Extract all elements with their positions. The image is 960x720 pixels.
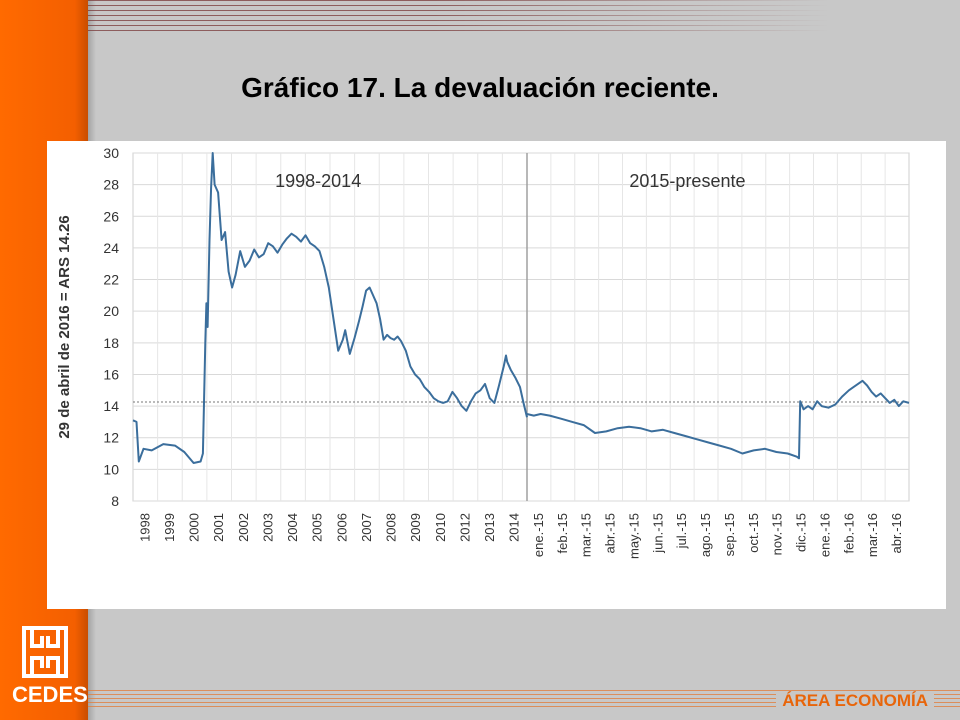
x-tick-label: 2012 bbox=[457, 513, 472, 542]
x-tick-label: 2001 bbox=[211, 513, 226, 542]
panel-label: 2015-presente bbox=[629, 171, 745, 191]
series-layer bbox=[132, 152, 910, 464]
y-tick-label: 16 bbox=[103, 366, 119, 382]
y-tick-label: 14 bbox=[103, 398, 119, 414]
y-tick-label: 8 bbox=[111, 493, 119, 509]
x-tick-label: ago.-15 bbox=[698, 513, 713, 557]
x-tick-label: feb.-15 bbox=[555, 513, 570, 553]
x-tick-label: 1998 bbox=[137, 513, 152, 542]
x-tick-label: may.-15 bbox=[626, 513, 641, 559]
panel-label: 1998-2014 bbox=[275, 171, 361, 191]
axis-layer: 8 10 12 14 16 18 20 22 24 26 28 30 29 de abril de 20… bbox=[56, 145, 904, 559]
x-tick-label: mar.-15 bbox=[579, 513, 594, 557]
x-tick-label: feb.-16 bbox=[841, 513, 856, 553]
series-line-2015-presente bbox=[526, 379, 910, 460]
x-tick-label: dic.-15 bbox=[794, 513, 809, 552]
x-tick-label: jun.-15 bbox=[650, 513, 665, 554]
x-tick-label: jul.-15 bbox=[674, 513, 689, 549]
x-tick-label: 2000 bbox=[187, 513, 202, 542]
top-decorative-lines bbox=[88, 0, 960, 34]
series-line-1998-2014 bbox=[132, 152, 528, 464]
x-tick-label: 2005 bbox=[310, 513, 325, 542]
x-tick-label: abr.-15 bbox=[603, 513, 618, 553]
x-tick-label: oct.-15 bbox=[746, 513, 761, 553]
y-tick-label: 22 bbox=[103, 272, 119, 288]
x-tick-label: abr.-16 bbox=[889, 513, 904, 553]
x-tick-label: ene.-16 bbox=[817, 513, 832, 557]
x-tick-label: 2002 bbox=[236, 513, 251, 542]
logo-text: CEDES bbox=[12, 682, 88, 707]
x-tick-label: 2014 bbox=[507, 513, 522, 542]
area-label: ÁREA ECONOMÍA bbox=[776, 691, 934, 711]
x-tick-label: 1999 bbox=[162, 513, 177, 542]
y-tick-label: 24 bbox=[103, 240, 119, 256]
chart-panel: 8 10 12 14 16 18 20 22 24 26 28 30 29 de abril de 20… bbox=[47, 141, 946, 609]
x-tick-label: 2010 bbox=[433, 513, 448, 542]
x-tick-label: ene.-15 bbox=[531, 513, 546, 557]
label-layer: 1998-2014 2015-presente bbox=[275, 171, 745, 191]
x-tick-label: sep.-15 bbox=[722, 513, 737, 556]
y-tick-label: 26 bbox=[103, 208, 119, 224]
y-axis-label: 29 de abril de 2016 = ARS 14.26 bbox=[56, 215, 73, 438]
plot-frame bbox=[132, 152, 910, 502]
x-tick-label: 2007 bbox=[359, 513, 374, 542]
cedes-logo-icon bbox=[22, 626, 68, 678]
cedes-logo: CEDES bbox=[12, 622, 88, 712]
y-tick-label: 12 bbox=[103, 430, 119, 446]
x-tick-label: 2009 bbox=[408, 513, 423, 542]
x-tick-label: mar.-16 bbox=[865, 513, 880, 557]
x-tick-label: 2006 bbox=[334, 513, 349, 542]
x-tick-label: 2013 bbox=[482, 513, 497, 542]
y-tick-label: 18 bbox=[103, 335, 119, 351]
x-tick-label: 2004 bbox=[285, 513, 300, 542]
x-tick-label: nov.-15 bbox=[770, 513, 785, 555]
slide-title: Gráfico 17. La devaluación reciente. bbox=[241, 72, 719, 103]
y-tick-label: 20 bbox=[103, 303, 119, 319]
bottom-decorative-lines bbox=[88, 690, 960, 710]
grid-layer bbox=[132, 152, 910, 502]
devaluation-line-chart: 8 10 12 14 16 18 20 22 24 26 28 30 29 de abril de 20… bbox=[56, 145, 910, 559]
y-tick-label: 30 bbox=[103, 145, 119, 161]
x-tick-label: 2003 bbox=[260, 513, 275, 542]
x-tick-label: 2008 bbox=[384, 513, 399, 542]
y-tick-label: 10 bbox=[103, 461, 119, 477]
y-tick-label: 28 bbox=[103, 177, 119, 193]
